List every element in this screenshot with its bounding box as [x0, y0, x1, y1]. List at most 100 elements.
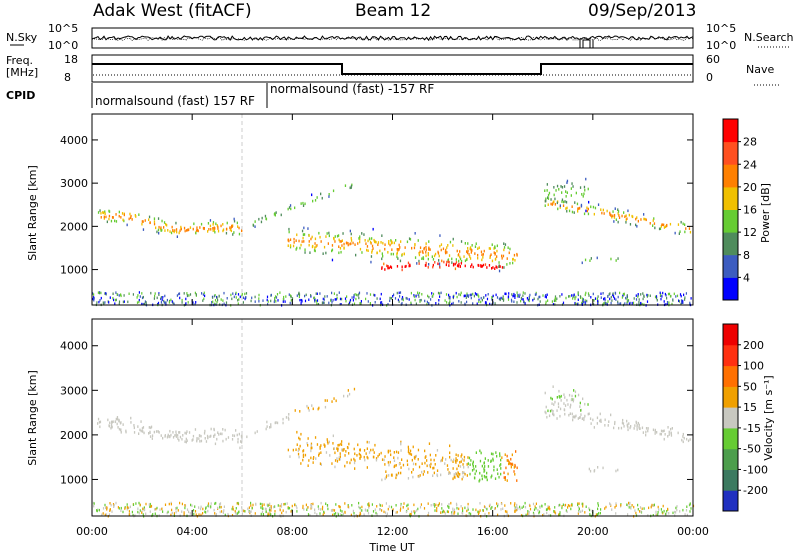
power-echo-cell — [640, 218, 642, 221]
power-echo-cell — [494, 267, 496, 270]
power-echo-cell — [422, 256, 424, 259]
velocity-echo-cell — [430, 458, 432, 462]
power-echo-cell — [612, 292, 614, 295]
time-tick-label: 12:00 — [377, 525, 409, 538]
velocity-echo-cell — [483, 461, 485, 464]
power-echo-cell — [554, 295, 557, 298]
power-echo-cell — [449, 295, 451, 299]
power-echo-cell — [373, 238, 375, 242]
velocity-echo-cell — [524, 505, 527, 509]
velocity-echo-cell — [629, 503, 631, 506]
velocity-echo-cell — [461, 453, 463, 456]
velocity-echo-cell — [331, 462, 333, 465]
power-echo-cell — [545, 300, 547, 304]
nave-tick-top: 60 — [706, 53, 720, 66]
velocity-echo-cell — [374, 508, 376, 511]
power-echo-cell — [555, 189, 557, 192]
velocity-echo-cell — [665, 512, 668, 516]
velocity-echo-cell — [637, 508, 639, 511]
velocity-echo-cell — [184, 440, 186, 443]
velocity-echo-cell — [283, 503, 285, 506]
power-echo-cell — [451, 257, 453, 261]
power-echo-cell — [652, 224, 654, 227]
power-echo-cell — [480, 296, 482, 300]
velocity-echo-cell — [333, 397, 335, 400]
velocity-echo-cell — [676, 508, 678, 512]
velocity-echo-cell — [587, 412, 589, 416]
power-echo-cell — [501, 297, 504, 300]
power-echo-cell — [654, 295, 657, 299]
velocity-echo-cell — [372, 448, 374, 452]
power-echo-cell — [104, 210, 106, 213]
power-echo-cell — [320, 240, 322, 243]
power-echo-cell — [492, 294, 494, 298]
power-echo-cell — [638, 301, 640, 304]
power-echo-cell — [366, 292, 368, 295]
velocity-echo-cell — [181, 437, 183, 441]
velocity-echo-cell — [323, 510, 325, 514]
velocity-echo-cell — [474, 476, 476, 480]
velocity-echo-cell — [368, 505, 370, 508]
power-echo-cell — [494, 258, 497, 261]
velocity-echo-cell — [664, 512, 667, 516]
power-echo-cell — [551, 203, 553, 206]
power-echo-cell — [679, 230, 681, 233]
velocity-echo-cell — [467, 456, 469, 459]
velocity-echo-cell — [407, 445, 409, 449]
power-echo-cell — [535, 293, 537, 296]
power-echo-cell — [690, 297, 692, 300]
velocity-echo-cell — [424, 456, 426, 459]
power-echo-cell — [464, 302, 466, 306]
power-echo-cell — [332, 299, 334, 302]
velocity-echo-cell — [388, 505, 390, 508]
power-echo-cell — [380, 241, 382, 244]
power-echo-cell — [389, 243, 391, 247]
velocity-frame — [91, 318, 694, 517]
velocity-echo-cell — [310, 446, 312, 450]
velocity-echo-cell — [282, 509, 284, 512]
velocity-echo-cell — [479, 478, 481, 482]
power-echo-cell — [452, 237, 454, 241]
power-echo-cell — [108, 217, 110, 221]
velocity-echo-cell — [395, 450, 398, 454]
power-echo-cell — [373, 293, 375, 297]
velocity-echo-cell — [117, 426, 119, 429]
velocity-echo-cell — [546, 508, 548, 511]
power-echo-cell — [548, 191, 551, 195]
power-echo-cell — [680, 294, 682, 298]
velocity-echo-cell — [332, 442, 334, 445]
power-echo-cell — [512, 257, 514, 261]
velocity-echo-cell — [280, 503, 283, 506]
velocity-echo-cell — [358, 501, 360, 505]
velocity-echo-cell — [181, 502, 183, 506]
velocity-echo-cell — [366, 455, 368, 459]
velocity-echo-cell — [411, 510, 413, 513]
velocity-echo-cell — [354, 452, 356, 456]
power-echo-cell — [116, 293, 118, 296]
velocity-echo-cell — [302, 449, 305, 452]
power-echo-cell — [350, 184, 353, 188]
power-echo-cell — [104, 301, 106, 304]
velocity-echo-cell — [423, 507, 426, 510]
velocity-echo-cell — [194, 505, 196, 508]
power-echo-cell — [418, 259, 420, 263]
velocity-echo-cell — [662, 511, 664, 515]
power-echo-cell — [408, 298, 410, 301]
power-echo-cell — [202, 293, 204, 296]
velocity-echo-cell — [311, 446, 313, 450]
power-echo-cell — [401, 297, 403, 301]
power-echo-cell — [562, 204, 565, 207]
power-echo-cell — [603, 302, 605, 305]
power-echo-cell — [438, 254, 440, 258]
velocity-echo-cell — [651, 503, 653, 507]
power-echo-cell — [153, 222, 156, 226]
power-echo-cell — [576, 202, 579, 206]
velocity-echo-cell — [393, 459, 396, 462]
power-echo-cell — [338, 238, 340, 242]
velocity-echo-cell — [318, 406, 320, 410]
power-echo-cell — [532, 298, 534, 302]
time-tick-label: 00:00 — [677, 525, 709, 538]
power-echo-cell — [425, 261, 427, 265]
power-echo-cell — [452, 301, 454, 305]
velocity-echo-cell — [138, 501, 140, 505]
